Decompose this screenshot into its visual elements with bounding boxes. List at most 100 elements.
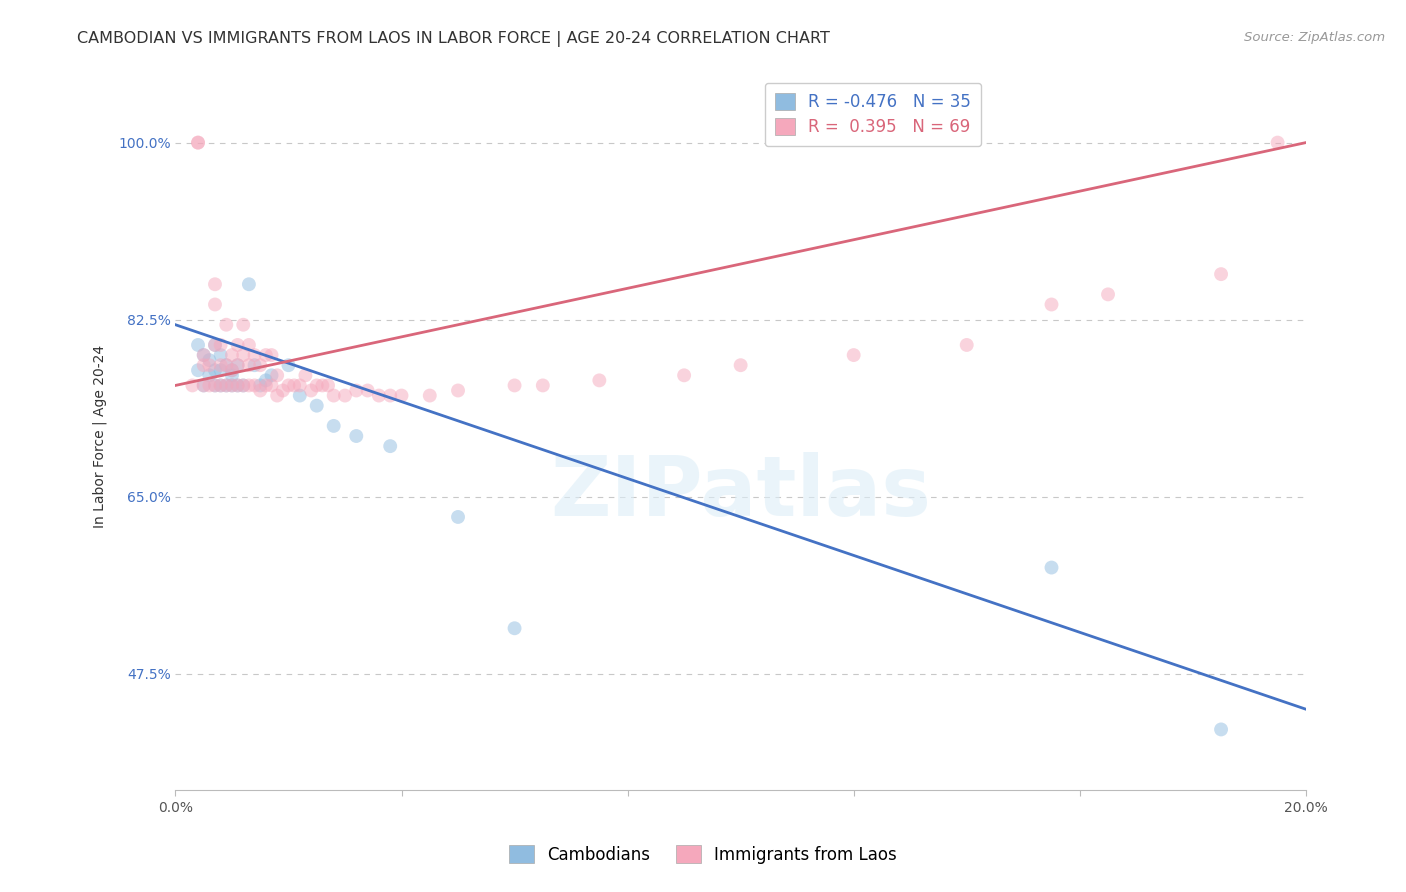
Point	[311, 378, 333, 392]
Point	[204, 338, 226, 352]
Point	[238, 378, 260, 392]
Point	[198, 378, 221, 392]
Point	[226, 338, 249, 352]
Point	[232, 378, 254, 392]
Point	[226, 358, 249, 372]
Point	[187, 363, 209, 377]
Point	[260, 368, 283, 383]
Point	[209, 348, 232, 362]
Point	[221, 378, 243, 392]
Point	[842, 348, 865, 362]
Point	[260, 348, 283, 362]
Point	[221, 363, 243, 377]
Point	[288, 378, 311, 392]
Point	[254, 348, 277, 362]
Point	[344, 429, 367, 443]
Point	[221, 363, 243, 377]
Point	[254, 373, 277, 387]
Point	[299, 384, 322, 398]
Point	[243, 378, 266, 392]
Point	[221, 348, 243, 362]
Point	[1097, 287, 1119, 301]
Point	[204, 338, 226, 352]
Point	[956, 338, 979, 352]
Text: Source: ZipAtlas.com: Source: ZipAtlas.com	[1244, 31, 1385, 45]
Point	[187, 338, 209, 352]
Point	[503, 621, 526, 635]
Point	[187, 136, 209, 150]
Point	[209, 358, 232, 372]
Point	[181, 378, 204, 392]
Point	[232, 348, 254, 362]
Point	[221, 378, 243, 392]
Point	[305, 399, 328, 413]
Point	[277, 358, 299, 372]
Point	[198, 368, 221, 383]
Point	[193, 378, 215, 392]
Point	[221, 368, 243, 383]
Point	[333, 388, 356, 402]
Point	[288, 388, 311, 402]
Point	[243, 348, 266, 362]
Point	[243, 358, 266, 372]
Point	[588, 373, 610, 387]
Point	[238, 358, 260, 372]
Point	[271, 384, 294, 398]
Point	[316, 378, 339, 392]
Point	[344, 384, 367, 398]
Point	[254, 378, 277, 392]
Point	[232, 378, 254, 392]
Y-axis label: In Labor Force | Age 20-24: In Labor Force | Age 20-24	[93, 344, 107, 527]
Point	[209, 378, 232, 392]
Point	[356, 384, 378, 398]
Point	[204, 277, 226, 292]
Point	[209, 363, 232, 377]
Point	[322, 418, 344, 433]
Point	[249, 358, 271, 372]
Point	[419, 388, 441, 402]
Point	[305, 378, 328, 392]
Point	[380, 388, 402, 402]
Point	[204, 297, 226, 311]
Point	[1040, 560, 1063, 574]
Point	[198, 353, 221, 368]
Point	[367, 388, 389, 402]
Point	[249, 384, 271, 398]
Point	[193, 358, 215, 372]
Point	[238, 277, 260, 292]
Point	[226, 358, 249, 372]
Point	[1267, 136, 1289, 150]
Legend: R = -0.476   N = 35, R =  0.395   N = 69: R = -0.476 N = 35, R = 0.395 N = 69	[765, 83, 981, 146]
Point	[193, 348, 215, 362]
Point	[215, 358, 238, 372]
Point	[447, 384, 470, 398]
Point	[193, 378, 215, 392]
Point	[204, 378, 226, 392]
Point	[380, 439, 402, 453]
Point	[193, 348, 215, 362]
Point	[204, 363, 226, 377]
Point	[503, 378, 526, 392]
Point	[260, 378, 283, 392]
Point	[294, 368, 316, 383]
Point	[215, 378, 238, 392]
Point	[187, 136, 209, 150]
Point	[730, 358, 752, 372]
Point	[209, 378, 232, 392]
Point	[673, 368, 696, 383]
Point	[266, 388, 288, 402]
Point	[204, 378, 226, 392]
Text: CAMBODIAN VS IMMIGRANTS FROM LAOS IN LABOR FORCE | AGE 20-24 CORRELATION CHART: CAMBODIAN VS IMMIGRANTS FROM LAOS IN LAB…	[77, 31, 830, 47]
Point	[277, 378, 299, 392]
Point	[531, 378, 554, 392]
Point	[447, 510, 470, 524]
Point	[226, 378, 249, 392]
Point	[249, 378, 271, 392]
Point	[1040, 297, 1063, 311]
Point	[283, 378, 305, 392]
Point	[232, 318, 254, 332]
Point	[215, 358, 238, 372]
Point	[226, 378, 249, 392]
Point	[391, 388, 413, 402]
Point	[215, 318, 238, 332]
